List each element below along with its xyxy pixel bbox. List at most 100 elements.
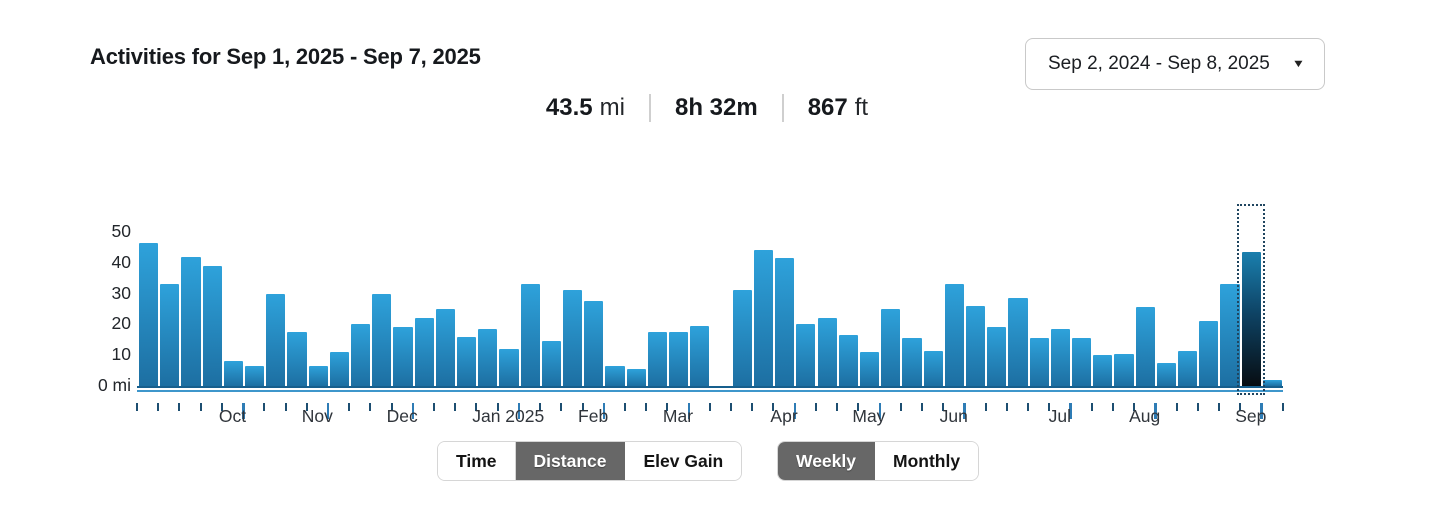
y-axis-label: 40 (111, 251, 131, 272)
week-tick (560, 403, 563, 411)
bar-week[interactable] (158, 204, 180, 386)
bar-week[interactable] (264, 204, 286, 386)
week-tick (390, 403, 393, 411)
bar-week[interactable] (1155, 204, 1176, 386)
bar-week[interactable] (1006, 204, 1028, 386)
bar-week[interactable] (816, 204, 837, 386)
bar-week[interactable] (243, 204, 265, 386)
bar (647, 332, 668, 386)
bar-week[interactable] (328, 204, 350, 386)
month-tick (242, 403, 245, 419)
bar-week[interactable] (307, 204, 328, 386)
week-tick (1090, 403, 1093, 411)
summary-stats: 43.5 mi 8h 32m 867 ft (0, 90, 1414, 126)
bar-week[interactable] (731, 204, 752, 386)
bar (817, 318, 837, 386)
bar-week[interactable] (137, 204, 159, 386)
stat: 867 ft (808, 94, 868, 122)
bar (351, 324, 371, 386)
bar-week[interactable] (476, 204, 498, 386)
bar-week[interactable] (1091, 204, 1113, 386)
x-axis-line-dark (137, 386, 1283, 388)
bar-week-selected[interactable] (1240, 204, 1261, 386)
bar-week[interactable] (1028, 204, 1049, 386)
bar (732, 290, 752, 386)
bar-week[interactable] (285, 204, 307, 386)
bar-week[interactable] (688, 204, 710, 386)
stat: 8h 32m (675, 94, 758, 122)
bar-week[interactable] (370, 204, 392, 386)
month-label: May (852, 406, 886, 426)
metric-option-distance[interactable]: Distance (515, 442, 626, 480)
bar (266, 294, 286, 386)
week-tick (836, 403, 839, 411)
weekly-distance-chart: 50 40 30 20 10 0 mi Oct Nov Dec Jan 2025 Feb Mar Ap… (98, 204, 1284, 434)
bar (393, 327, 413, 386)
month-tick (602, 403, 606, 419)
bar-week[interactable] (667, 204, 689, 386)
stat-unit: ft (854, 94, 869, 121)
bar-week[interactable] (603, 204, 625, 386)
bar-week[interactable] (1112, 204, 1134, 386)
chevron-down-icon: ▼ (1291, 58, 1306, 70)
week-tick (1196, 403, 1199, 411)
bar-week[interactable] (561, 204, 583, 386)
bar-week[interactable] (582, 204, 604, 386)
month-tick (517, 403, 521, 419)
month-tick (411, 403, 415, 419)
week-tick (730, 403, 733, 411)
bar-week[interactable] (201, 204, 222, 386)
bar-week[interactable] (1070, 204, 1092, 386)
bar-week[interactable] (179, 204, 201, 386)
selected-week-highlight (1237, 204, 1266, 395)
bar-week[interactable] (455, 204, 477, 386)
bar-week[interactable] (922, 204, 943, 386)
bar-week[interactable] (391, 204, 413, 386)
metric-option-time[interactable]: Time (438, 442, 516, 480)
month-label: Jul (1048, 406, 1072, 426)
bar-week[interactable] (413, 204, 434, 386)
bar-week[interactable] (1134, 204, 1155, 386)
bar-week[interactable] (879, 204, 901, 386)
bar-week[interactable] (1049, 204, 1070, 386)
bar (1241, 252, 1261, 386)
bar-week[interactable] (646, 204, 668, 386)
month-tick (1260, 403, 1263, 419)
bar (753, 250, 774, 386)
bar-week[interactable] (837, 204, 858, 386)
bar-week[interactable] (752, 204, 774, 386)
bar-week[interactable] (540, 204, 562, 386)
bar (584, 301, 604, 386)
date-range-selector[interactable]: Sep 2, 2024 - Sep 8, 2025 ▼ (1025, 38, 1325, 90)
week-tick (433, 403, 435, 411)
bar-week[interactable] (497, 204, 519, 386)
bar-week[interactable] (900, 204, 922, 386)
bar-week[interactable] (1176, 204, 1198, 386)
week-tick (814, 403, 817, 411)
period-option-monthly[interactable]: Monthly (875, 442, 979, 480)
bar-week[interactable] (222, 204, 243, 386)
bar-week[interactable] (519, 204, 540, 386)
bar-week[interactable] (349, 204, 371, 386)
bar-week[interactable] (985, 204, 1007, 386)
bar-week[interactable] (1197, 204, 1219, 386)
bar (478, 329, 498, 386)
bar-week[interactable] (773, 204, 795, 386)
bar (563, 290, 583, 386)
month-label: Mar (662, 406, 694, 426)
bar (372, 294, 392, 386)
month-label: Sep (1235, 406, 1267, 426)
bar-week[interactable] (1261, 204, 1282, 386)
bar-week[interactable] (964, 204, 986, 386)
metric-option-elev-gain[interactable]: Elev Gain (625, 442, 742, 480)
stat-value: 867 (807, 94, 848, 121)
bar-week[interactable] (709, 204, 730, 386)
period-option-weekly[interactable]: Weekly (778, 442, 875, 480)
bar-week[interactable] (1218, 204, 1240, 386)
bar-week[interactable] (858, 204, 880, 386)
bar-week[interactable] (434, 204, 456, 386)
bar-week[interactable] (625, 204, 646, 386)
bar-week[interactable] (943, 204, 964, 386)
bar (987, 327, 1007, 386)
bar-week[interactable] (794, 204, 816, 386)
